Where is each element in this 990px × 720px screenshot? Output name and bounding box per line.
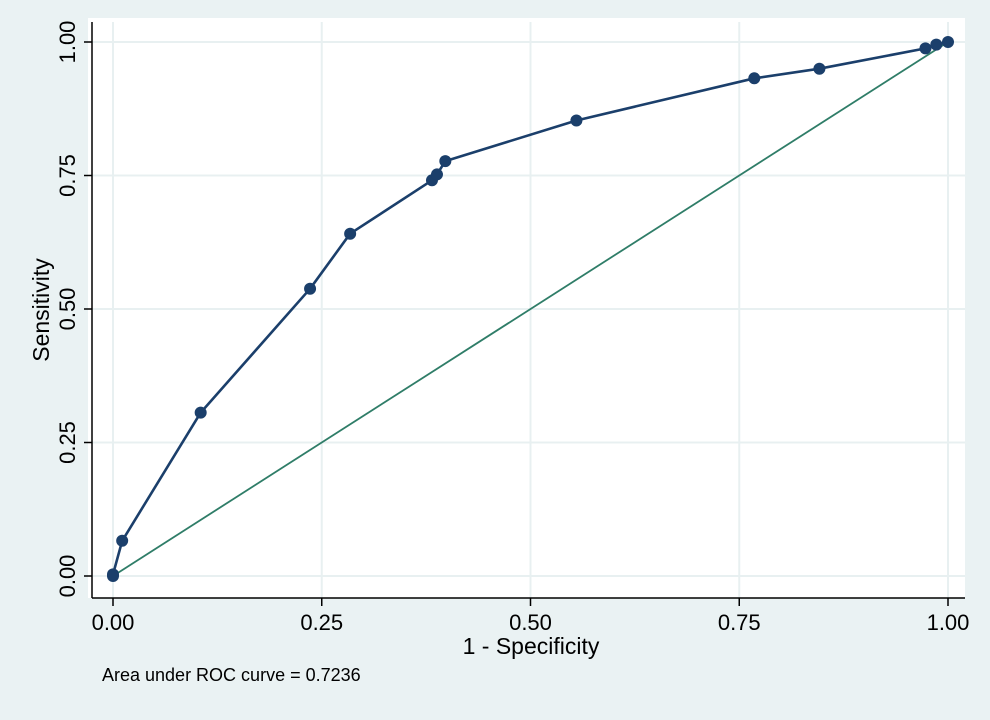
roc-point [344, 227, 357, 240]
series-layer [107, 36, 954, 582]
roc-point [116, 534, 129, 547]
x-tick-label: 0.25 [300, 610, 343, 635]
roc-point [813, 62, 826, 75]
reference-diagonal-line [112, 41, 949, 577]
auc-annotation: Area under ROC curve = 0.7236 [102, 665, 361, 685]
x-tick-label: 0.50 [509, 610, 552, 635]
y-tick-label: 0.75 [55, 154, 80, 197]
x-tick-label: 0.00 [92, 610, 135, 635]
roc-point [304, 282, 317, 295]
roc-point [194, 406, 207, 419]
roc-point [439, 155, 452, 168]
y-tick-label: 0.50 [55, 288, 80, 331]
roc-point [748, 72, 761, 85]
y-tick-label: 0.00 [55, 555, 80, 598]
roc-point [930, 38, 943, 51]
x-axis-title: 1 - Specificity [463, 633, 600, 659]
y-tick-label: 0.25 [55, 421, 80, 464]
roc-point [107, 568, 119, 581]
roc-point [570, 114, 583, 127]
roc-point [919, 42, 932, 55]
y-tick-label: 1.00 [55, 21, 80, 64]
roc-point [430, 168, 443, 181]
x-tick-label: 1.00 [927, 610, 970, 635]
axes: 0.00 0.25 0.50 0.75 1.00 0.00 0.25 0.50 0.75 1.00 [55, 21, 969, 635]
x-tick-label: 0.75 [718, 610, 761, 635]
roc-point [942, 36, 954, 48]
y-axis-title: Sensitivity [28, 258, 54, 362]
